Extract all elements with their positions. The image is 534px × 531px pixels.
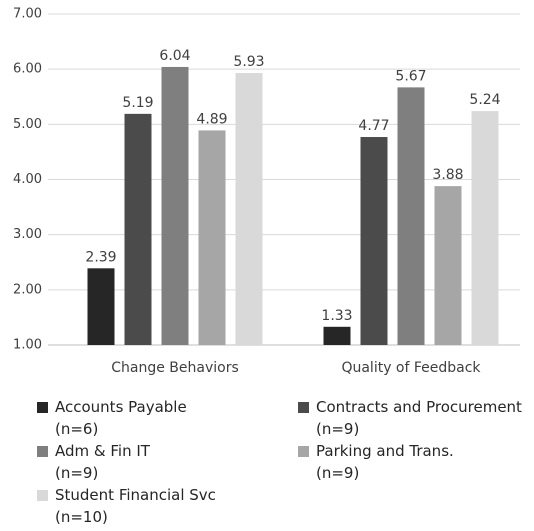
data-label: 3.88 — [432, 167, 463, 183]
legend-swatch — [298, 446, 309, 457]
legend-swatch — [37, 446, 48, 457]
bar — [471, 111, 499, 346]
legend-item: Contracts and Procurement (n=9) — [298, 396, 522, 440]
legend-label: Adm & Fin IT (n=9) — [55, 442, 150, 482]
bar — [434, 186, 462, 345]
x-tick-label: Quality of Feedback — [341, 360, 481, 376]
data-label: 1.33 — [321, 308, 352, 324]
y-tick-label: 2.00 — [13, 282, 42, 297]
legend-label: Parking and Trans. (n=9) — [316, 442, 454, 482]
legend-item: Accounts Payable (n=6) — [37, 396, 187, 440]
legend-item: Adm & Fin IT (n=9) — [37, 440, 150, 484]
y-tick-label: 6.00 — [13, 62, 42, 77]
legend-swatch — [298, 402, 309, 413]
bar — [198, 130, 226, 345]
data-label: 2.39 — [85, 249, 116, 265]
legend-label: Contracts and Procurement (n=9) — [316, 398, 522, 438]
y-tick-label: 3.00 — [13, 227, 42, 242]
data-label: 6.04 — [159, 48, 190, 64]
bar — [360, 137, 388, 345]
legend-swatch — [37, 490, 48, 501]
data-label: 5.67 — [395, 68, 426, 84]
data-label: 5.19 — [122, 95, 153, 111]
y-tick-label: 4.00 — [13, 172, 42, 187]
y-tick-label: 5.00 — [13, 117, 42, 132]
y-tick-label: 7.00 — [13, 7, 42, 22]
bar — [397, 87, 425, 345]
legend-swatch — [37, 402, 48, 413]
chart: 1.00 2.00 3.00 4.00 5.00 6.00 7.00 Change Behav… — [13, 7, 520, 376]
data-label: 5.24 — [469, 92, 500, 108]
bar — [124, 113, 152, 345]
y-tick-label: 1.00 — [13, 338, 42, 353]
bar — [161, 66, 189, 346]
legend-item: Student Financial Svc (n=10) — [37, 484, 216, 528]
bar — [87, 268, 115, 345]
bar — [323, 326, 351, 345]
data-label: 4.77 — [358, 118, 389, 134]
data-label: 4.89 — [196, 111, 227, 127]
legend-item: Parking and Trans. (n=9) — [298, 440, 454, 484]
x-tick-label: Change Behaviors — [111, 360, 239, 376]
legend-label: Accounts Payable (n=6) — [55, 398, 187, 438]
data-label: 5.93 — [233, 54, 264, 70]
bar — [235, 73, 263, 346]
legend-label: Student Financial Svc (n=10) — [55, 486, 216, 526]
